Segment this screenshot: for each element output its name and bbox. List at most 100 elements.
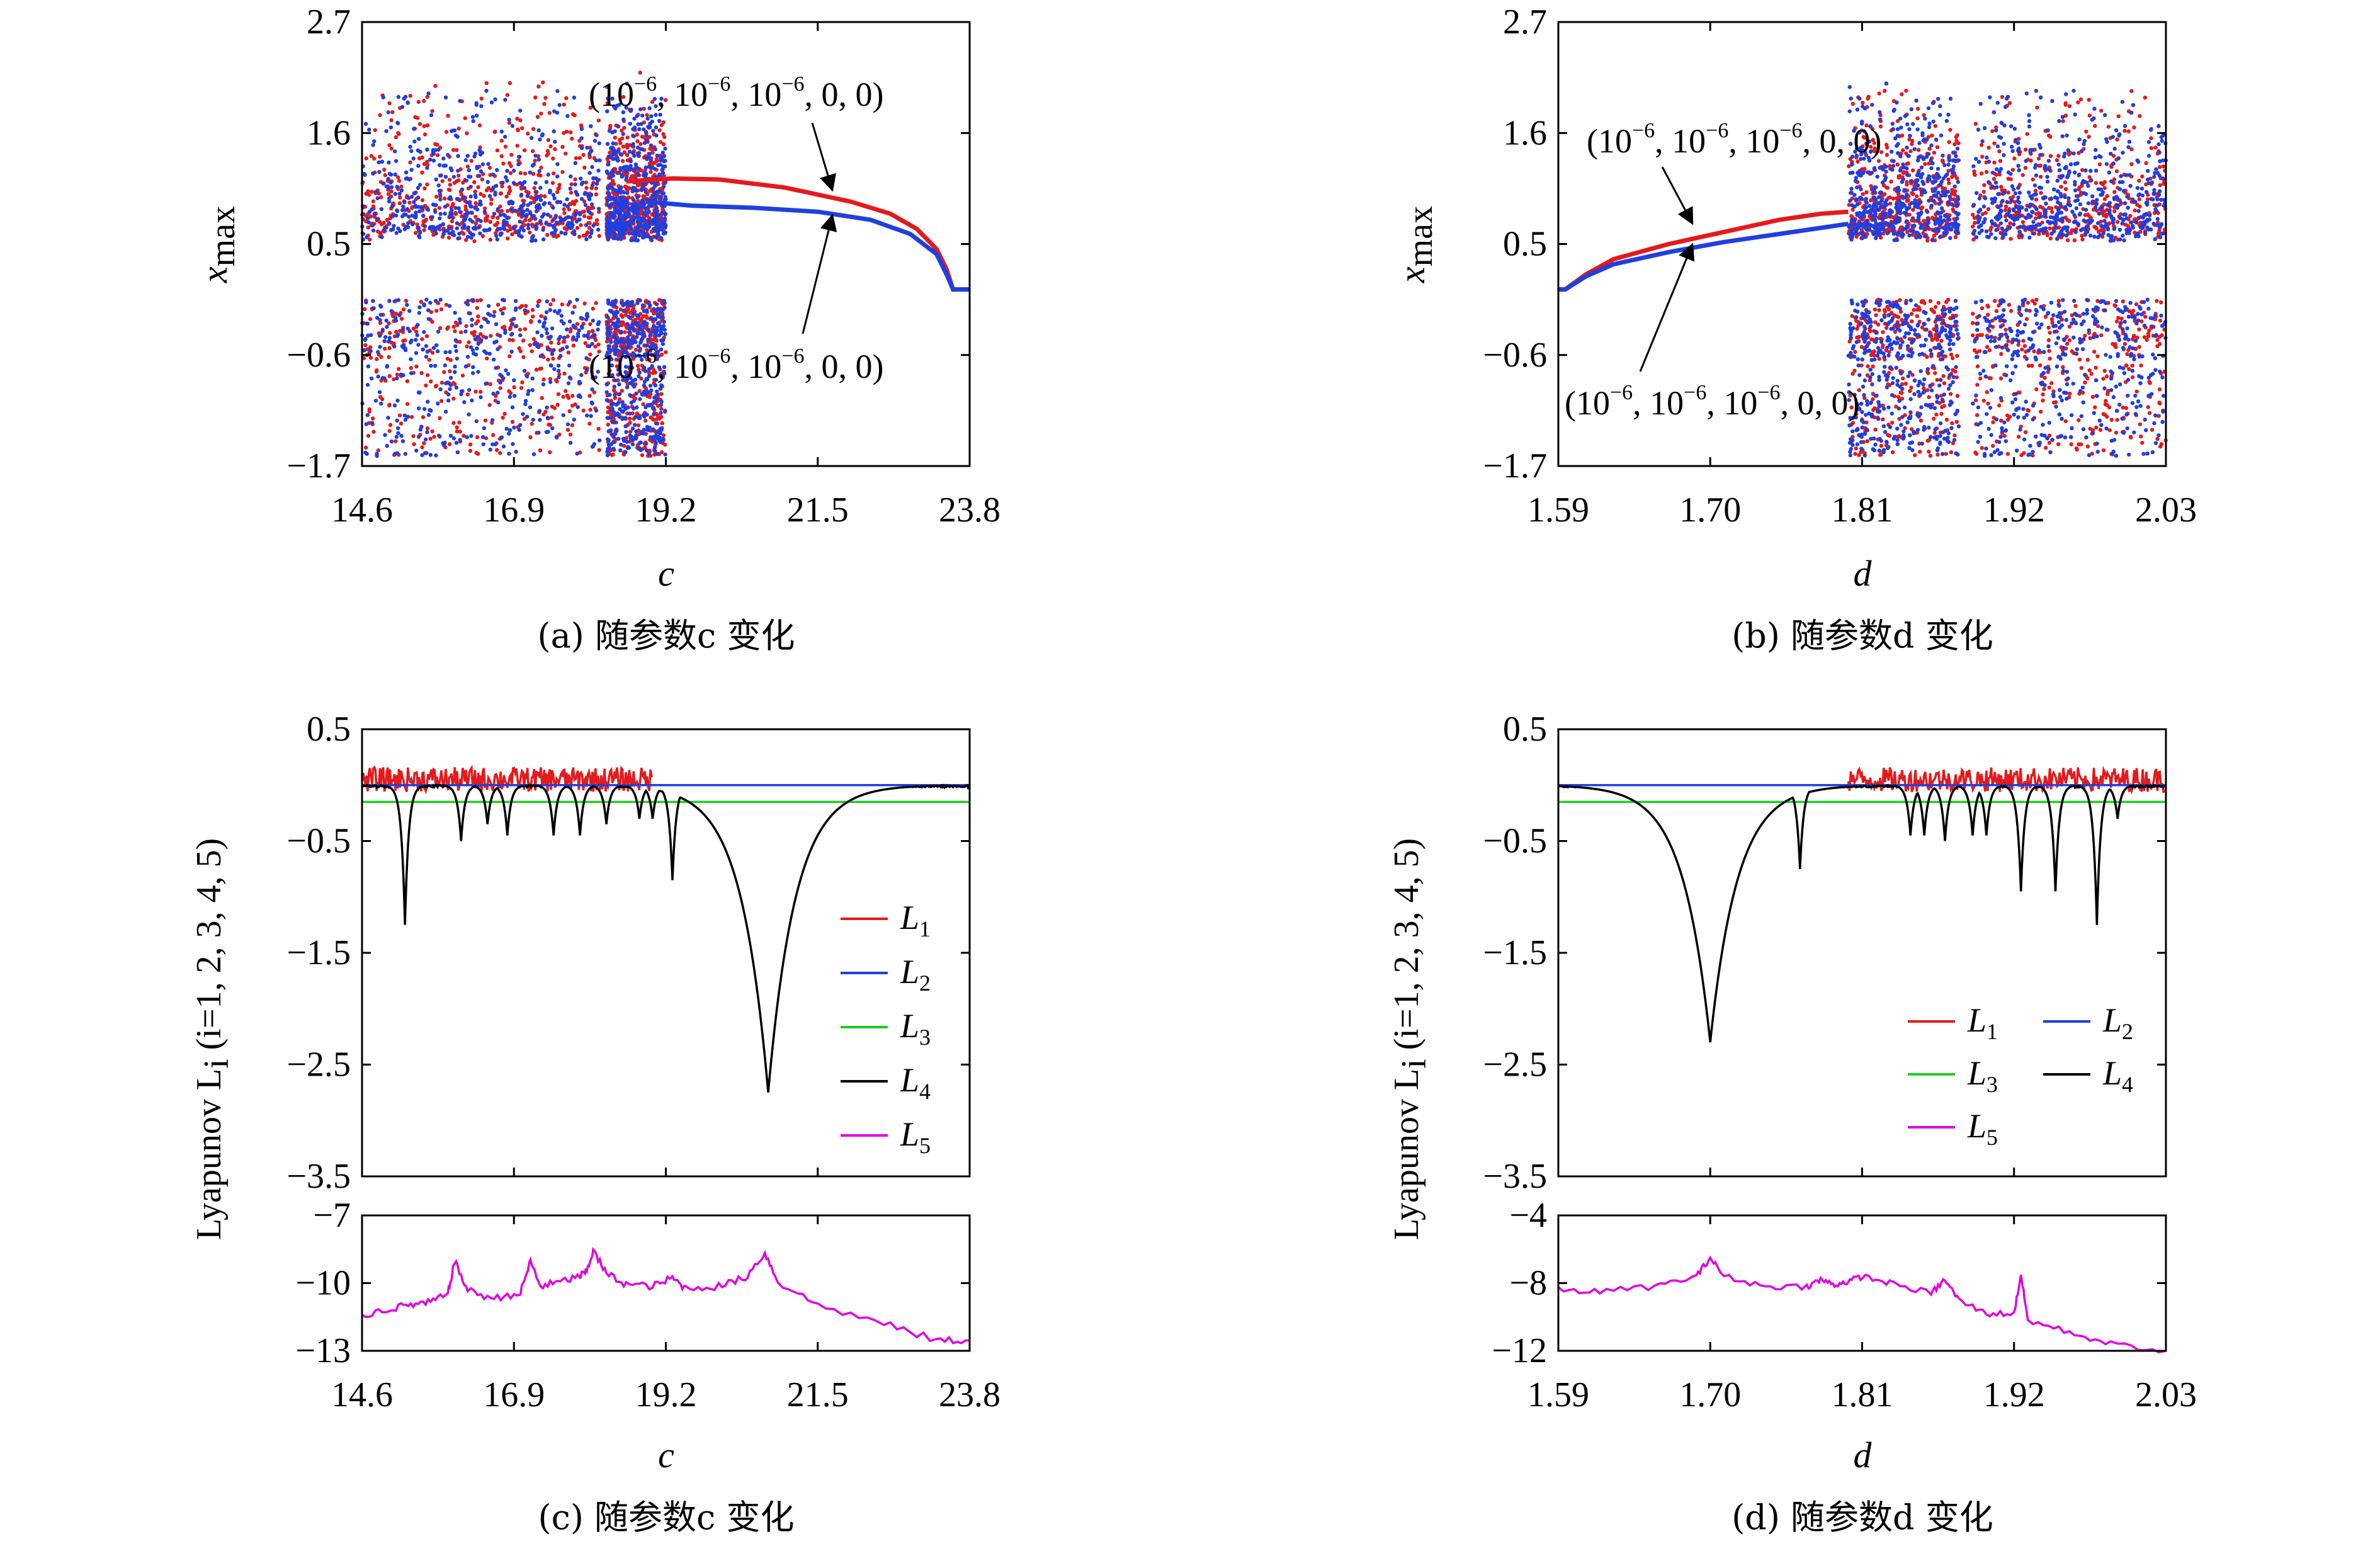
bifurcation-point [637,233,642,237]
bifurcation-point [632,406,636,411]
bifurcation-point [378,113,382,117]
bifurcation-point [628,326,633,331]
bifurcation-point [407,309,412,313]
bifurcation-point [2050,210,2054,214]
bifurcation-point [618,141,623,145]
bifurcation-point [412,191,417,196]
bifurcation-point [655,417,659,421]
bifurcation-point [477,123,482,128]
bifurcation-point [622,150,626,155]
bifurcation-point [664,350,668,355]
bifurcation-point [571,343,576,348]
bifurcation-point [573,161,578,166]
bifurcation-point [538,220,543,224]
bifurcation-point [660,151,665,155]
bifurcation-point [1910,319,1914,324]
bifurcation-point [534,190,539,195]
bifurcation-point [455,179,459,183]
bifurcation-point [443,174,448,179]
bifurcation-point [639,338,644,342]
bifurcation-point [382,339,387,343]
bifurcation-point [539,314,543,319]
bifurcation-point [1954,419,1959,424]
bifurcation-point [2138,422,2143,426]
bifurcation-point [490,187,495,191]
bifurcation-point [575,452,579,456]
bifurcation-point [507,161,512,166]
bifurcation-point [552,406,557,411]
bifurcation-point [1896,434,1901,438]
bifurcation-point [569,130,573,135]
bifurcation-point [475,207,480,212]
bifurcation-point [1905,162,1909,166]
bifurcation-point [408,160,412,165]
bifurcation-point [543,194,547,198]
bifurcation-point [364,156,368,161]
bifurcation-point [453,364,457,369]
bifurcation-point [662,216,667,221]
bifurcation-point [570,394,575,398]
bifurcation-point [638,201,643,205]
bifurcation-point [511,441,515,446]
bifurcation-point [465,154,470,158]
bifurcation-point [1947,181,1951,186]
bifurcation-point [1955,353,1959,358]
bifurcation-point [458,429,463,434]
bifurcation-point [526,392,530,396]
bifurcation-point [396,121,400,125]
bifurcation-point [1856,159,1860,164]
bifurcation-point [625,335,630,339]
bifurcation-point [453,338,458,343]
bifurcation-point [610,221,615,226]
bifurcation-point [574,156,579,161]
bifurcation-point [460,187,465,192]
bifurcation-point [554,378,558,382]
bifurcation-point [591,176,596,181]
bifurcation-point [377,191,382,196]
bifurcation-point [376,350,380,355]
bifurcation-point [522,368,527,373]
bifurcation-point [596,207,601,211]
bifurcation-point [451,174,456,179]
bifurcation-point [416,435,421,439]
bifurcation-point [545,153,549,158]
bifurcation-point [371,228,376,233]
bifurcation-point [421,205,425,210]
bifurcation-point [422,228,426,232]
bifurcation-point [566,381,571,385]
bifurcation-point [470,371,475,375]
bifurcation-point [426,91,431,96]
bifurcation-point [378,304,383,308]
bifurcation-point [1932,416,1936,421]
bifurcation-point [517,346,521,351]
bifurcation-point [564,129,569,134]
bifurcation-point [620,416,625,421]
bifurcation-point [468,204,473,208]
bifurcation-point [422,330,426,334]
bifurcation-point [555,402,560,407]
bifurcation-point [1952,142,1957,147]
bifurcation-point [628,159,633,164]
bifurcation-point [590,334,594,339]
bifurcation-point [408,93,412,98]
bifurcation-point [574,219,579,224]
bifurcation-point [618,217,622,222]
bifurcation-point [637,441,642,445]
bifurcation-point [437,224,441,229]
bifurcation-point [533,95,538,100]
bifurcation-point [567,319,572,324]
bifurcation-point [589,202,594,207]
bifurcation-point [663,332,667,336]
bifurcation-point [616,171,621,175]
bifurcation-point [625,322,630,326]
bifurcation-point [496,207,501,212]
bifurcation-point [387,373,392,378]
bifurcation-point [453,310,457,315]
bifurcation-point [423,437,428,441]
bifurcation-point [392,403,397,408]
bifurcation-point [548,222,552,227]
bifurcation-point [579,373,584,377]
bifurcation-point [1861,191,1865,196]
bifurcation-point [422,303,426,307]
bifurcation-point [485,217,489,222]
